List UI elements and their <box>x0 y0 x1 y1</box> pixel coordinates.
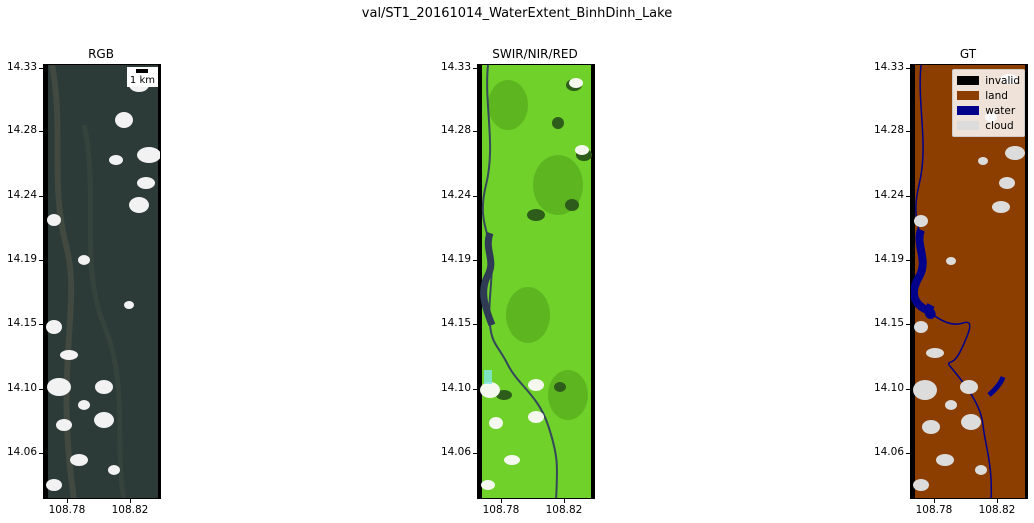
legend-item-cloud: cloud <box>957 118 1020 133</box>
y-tick-mark-rgb <box>39 453 43 454</box>
legend-label-water: water <box>985 104 1016 117</box>
gt-mask-image <box>911 65 1027 498</box>
panel-title-gt: GT <box>959 47 977 61</box>
legend: invalid land water cloud <box>952 69 1025 137</box>
legend-item-water: water <box>957 103 1020 118</box>
legend-item-land: land <box>957 88 1020 103</box>
scale-bar-label: 1 km <box>129 75 155 86</box>
y-tick-mark-swir <box>473 260 477 261</box>
y-tick-label-rgb: 14.19 <box>6 253 37 265</box>
swir-satellite-image <box>478 65 594 498</box>
rgb-satellite-image <box>44 65 160 498</box>
y-tick-mark-swir <box>473 389 477 390</box>
y-tick-mark-gt <box>906 196 910 197</box>
y-tick-mark-rgb <box>39 324 43 325</box>
x-tick-mark-gt <box>997 499 998 503</box>
x-tick-label-swir: 108.82 <box>545 504 583 516</box>
y-tick-label-swir: 14.06 <box>440 446 471 458</box>
scale-bar-line <box>136 69 149 73</box>
x-tick-label-swir: 108.78 <box>482 504 520 516</box>
y-tick-label-gt: 14.10 <box>873 382 904 394</box>
y-tick-mark-gt <box>906 131 910 132</box>
y-tick-label-gt: 14.06 <box>873 446 904 458</box>
y-tick-label-gt: 14.28 <box>873 124 904 136</box>
rgb-image-panel: 1 km <box>43 64 161 499</box>
y-tick-mark-gt <box>906 260 910 261</box>
legend-label-invalid: invalid <box>985 74 1020 87</box>
y-tick-mark-swir <box>473 196 477 197</box>
legend-swatch-cloud <box>957 121 980 130</box>
x-tick-mark-rgb <box>67 499 68 503</box>
legend-item-invalid: invalid <box>957 73 1020 88</box>
x-tick-mark-swir <box>501 499 502 503</box>
y-tick-label-swir: 14.15 <box>440 317 471 329</box>
x-tick-mark-swir <box>564 499 565 503</box>
y-tick-mark-swir <box>473 68 477 69</box>
gt-mask-panel: invalid land water cloud <box>910 64 1028 499</box>
y-tick-mark-swir <box>473 324 477 325</box>
legend-swatch-land <box>957 91 980 100</box>
legend-label-cloud: cloud <box>985 119 1014 132</box>
x-tick-label-gt: 108.82 <box>978 504 1016 516</box>
y-tick-mark-rgb <box>39 68 43 69</box>
y-tick-label-gt: 14.24 <box>873 189 904 201</box>
y-tick-label-gt: 14.33 <box>873 61 904 73</box>
legend-swatch-invalid <box>957 76 980 85</box>
y-tick-label-swir: 14.33 <box>440 61 471 73</box>
y-tick-mark-rgb <box>39 131 43 132</box>
scale-bar: 1 km <box>126 67 158 87</box>
x-tick-mark-rgb <box>130 499 131 503</box>
y-tick-label-swir: 14.19 <box>440 253 471 265</box>
figure-title: val/ST1_20161014_WaterExtent_BinhDinh_La… <box>361 6 673 21</box>
panel-title-rgb: RGB <box>88 47 114 61</box>
y-tick-label-gt: 14.15 <box>873 317 904 329</box>
x-tick-label-rgb: 108.82 <box>111 504 149 516</box>
y-tick-mark-rgb <box>39 389 43 390</box>
x-tick-label-rgb: 108.78 <box>48 504 86 516</box>
y-tick-mark-gt <box>906 453 910 454</box>
y-tick-label-rgb: 14.06 <box>6 446 37 458</box>
legend-label-land: land <box>985 89 1008 102</box>
legend-swatch-water <box>957 106 980 115</box>
y-tick-mark-rgb <box>39 260 43 261</box>
y-tick-mark-swir <box>473 453 477 454</box>
panel-title-swir: SWIR/NIR/RED <box>492 47 578 61</box>
y-tick-label-rgb: 14.24 <box>6 189 37 201</box>
y-tick-label-rgb: 14.15 <box>6 317 37 329</box>
y-tick-mark-rgb <box>39 196 43 197</box>
x-tick-mark-gt <box>934 499 935 503</box>
y-tick-label-rgb: 14.28 <box>6 124 37 136</box>
swir-image-panel <box>477 64 595 499</box>
y-tick-mark-gt <box>906 68 910 69</box>
y-tick-label-swir: 14.28 <box>440 124 471 136</box>
x-tick-label-gt: 108.78 <box>915 504 953 516</box>
y-tick-label-swir: 14.10 <box>440 382 471 394</box>
y-tick-mark-swir <box>473 131 477 132</box>
y-tick-mark-gt <box>906 324 910 325</box>
y-tick-mark-gt <box>906 389 910 390</box>
y-tick-label-rgb: 14.10 <box>6 382 37 394</box>
y-tick-label-swir: 14.24 <box>440 189 471 201</box>
y-tick-label-rgb: 14.33 <box>6 61 37 73</box>
y-tick-label-gt: 14.19 <box>873 253 904 265</box>
